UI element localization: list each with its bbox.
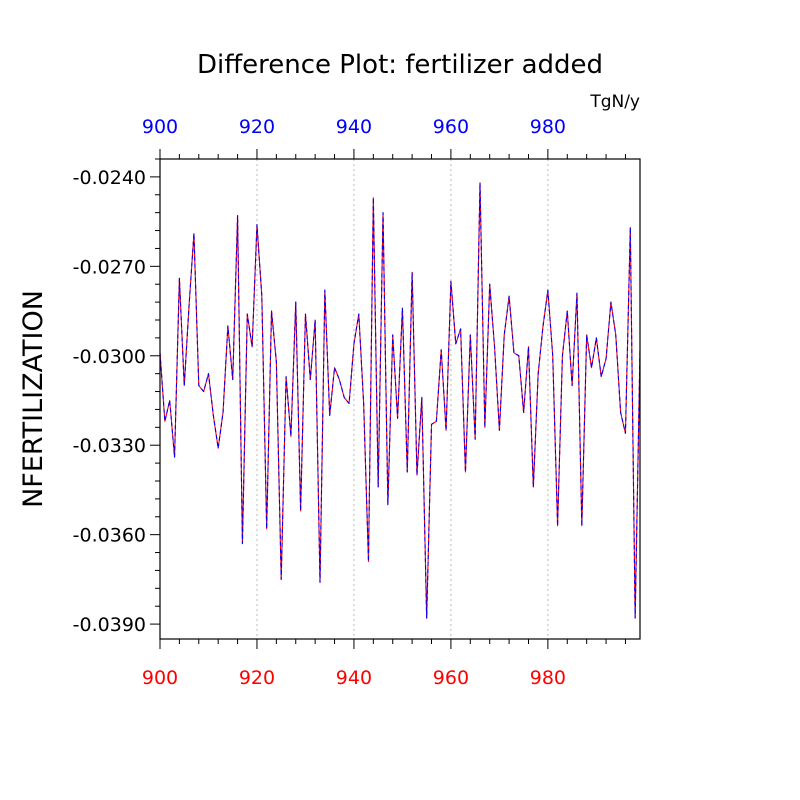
y-tick-label: -0.0360 — [73, 525, 146, 547]
bottom-x-tick-label: 920 — [239, 667, 275, 689]
bottom-x-tick-label: 940 — [336, 667, 372, 689]
plot-frame — [159, 158, 641, 640]
top-x-tick-label: 920 — [239, 116, 275, 138]
y-axis-label: NFERTILIZATION — [18, 290, 49, 508]
bottom-x-tick-label: 980 — [530, 667, 566, 689]
axes: 900 900 920 920 940 940 960 960 980 980 -0.0240 -0.… — [73, 116, 626, 689]
chart-title: Difference Plot: fertilizer added — [197, 50, 603, 80]
series-line-blue — [159, 182, 641, 619]
bottom-x-tick-label: 900 — [142, 667, 178, 689]
top-x-tick-label: 960 — [433, 116, 469, 138]
top-x-tick-label: 900 — [142, 116, 178, 138]
y-tick-label: -0.0270 — [73, 256, 146, 278]
top-x-tick-label: 940 — [336, 116, 372, 138]
y-tick-label: -0.0300 — [73, 346, 146, 368]
series-layer — [159, 182, 641, 619]
units-label: TgN/y — [589, 92, 640, 112]
y-tick-label: -0.0240 — [73, 167, 146, 189]
top-x-tick-label: 980 — [530, 116, 566, 138]
bottom-x-tick-label: 960 — [433, 667, 469, 689]
y-tick-label: -0.0330 — [73, 435, 146, 457]
y-tick-label: -0.0390 — [73, 614, 146, 636]
series-line-red — [159, 182, 641, 619]
gridlines — [256, 159, 549, 639]
